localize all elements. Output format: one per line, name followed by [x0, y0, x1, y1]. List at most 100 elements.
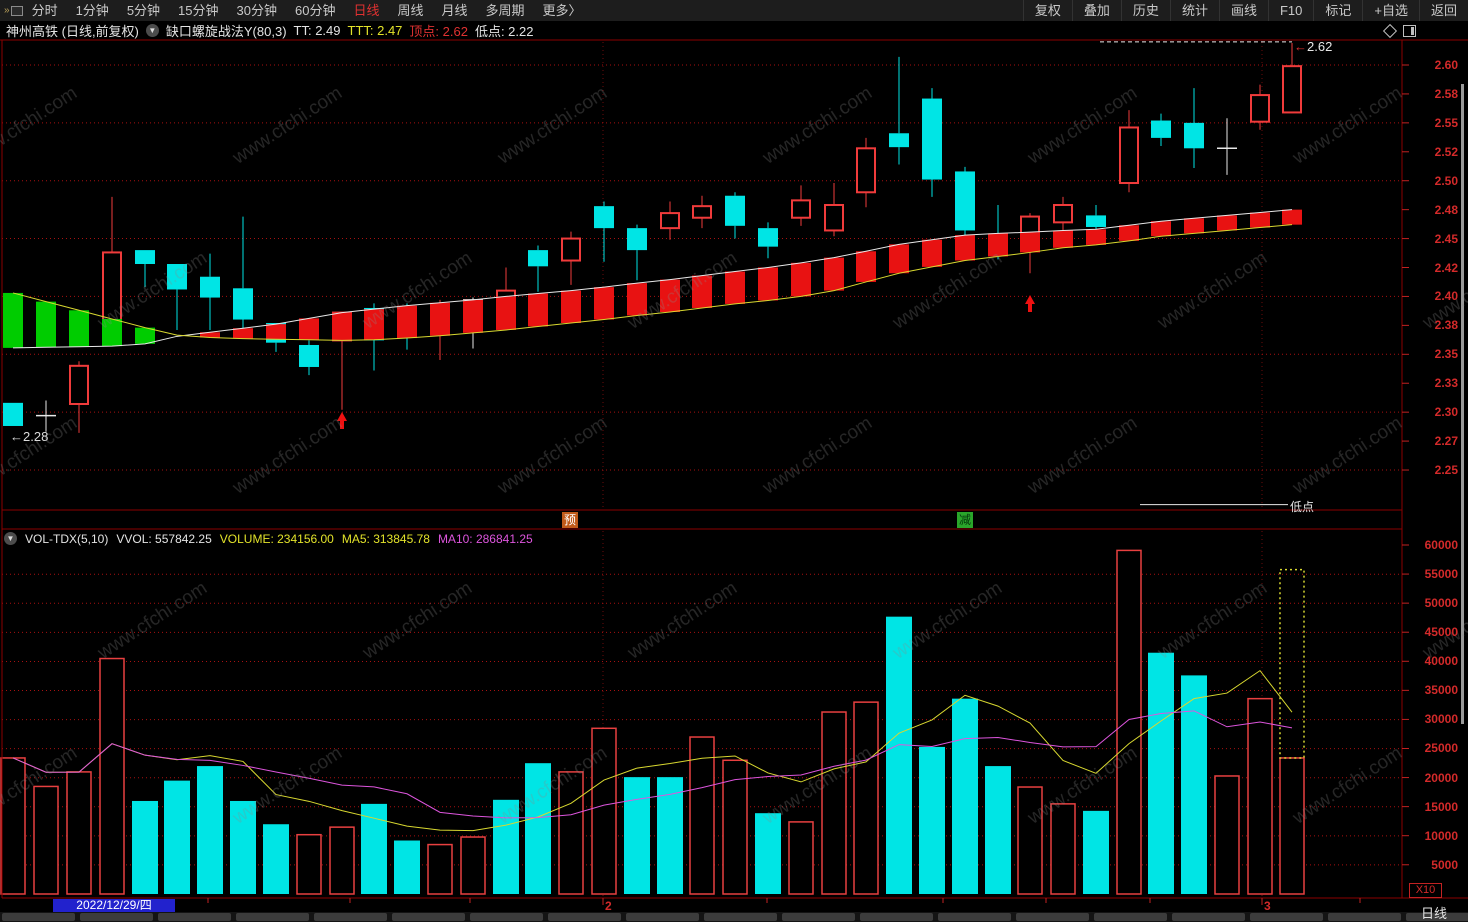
scrollbar-segment — [314, 913, 387, 921]
vol-ma5-line — [12, 669, 1293, 832]
volume-axis-label: 25000 — [1424, 741, 1458, 756]
period-tab-6[interactable]: 日线 — [353, 3, 380, 18]
volume-axis-label: 60000 — [1424, 538, 1458, 552]
volume-axis-label: 15000 — [1424, 799, 1458, 814]
toolbar-action-2[interactable]: 历史 — [1120, 0, 1170, 21]
white-line — [12, 209, 1293, 349]
chevron-down-icon[interactable]: ▼ — [4, 532, 17, 545]
toolbar-action-5[interactable]: F10 — [1267, 0, 1313, 21]
price-axis-label: 2.52 — [1434, 144, 1458, 159]
period-tab-9[interactable]: 多周期 — [485, 3, 525, 18]
period-tabs: 分时 1分钟 5分钟 15分钟 30分钟 60分钟 日线 周线 月线 多周期 更多〉 — [23, 0, 591, 21]
app-arrow-icon: » — [4, 5, 10, 16]
period-tab-5[interactable]: 60分钟 — [294, 3, 336, 18]
scrollbar-segment — [1094, 913, 1167, 921]
side-panel-icon[interactable] — [1403, 25, 1416, 37]
signal-jian: 减 — [957, 512, 973, 528]
price-axis-label: 2.48 — [1434, 202, 1458, 217]
volume-axis-label: 20000 — [1424, 770, 1458, 785]
toolbar-actions: 复权 叠加 历史 统计 画线 F10 标记 +自选 返回 — [1022, 0, 1468, 21]
vol-ma10-line — [12, 710, 1293, 819]
price-axis-label: 2.40 — [1434, 289, 1458, 304]
volume-axis-label: 35000 — [1424, 683, 1458, 698]
volume-axis-label: 50000 — [1424, 596, 1458, 611]
period-tab-1[interactable]: 1分钟 — [75, 3, 109, 18]
price-axis-label: 2.33 — [1434, 376, 1458, 391]
low-point-label: 低点 — [1290, 499, 1315, 514]
ttt-value: TTT: 2.47 — [347, 23, 403, 38]
app-icon[interactable]: » — [4, 5, 23, 16]
diamond-icon[interactable] — [1382, 23, 1398, 39]
price-axis-label: 2.58 — [1434, 86, 1458, 101]
price-axis-label: 2.27 — [1434, 434, 1458, 449]
ma10-value: MA10: 286841.25 — [437, 531, 533, 546]
price-axis-label: 2.42 — [1434, 260, 1458, 275]
volume-header: ▼ VOL-TDX(5,10) VVOL: 557842.25 VOLUME: … — [0, 530, 1404, 547]
scrollbar-segment — [938, 913, 1011, 921]
period-tab-7[interactable]: 周线 — [397, 3, 424, 18]
scrollbar-segment — [704, 913, 777, 921]
indicator-ribbon — [3, 209, 1302, 348]
symbol-title: 神州高铁 (日线,前复权) — [6, 24, 139, 39]
tt-value: TT: 2.49 — [293, 23, 341, 38]
period-tab-2[interactable]: 5分钟 — [126, 3, 161, 18]
volume-axis-label: 5000 — [1431, 857, 1458, 872]
price-annotation: ←2.62 — [1294, 39, 1333, 54]
price-axis-label: 2.50 — [1434, 173, 1458, 188]
month-marker: 2 — [605, 899, 612, 913]
volume-axis-label: 30000 — [1424, 712, 1458, 727]
period-tab-3[interactable]: 15分钟 — [178, 3, 219, 18]
period-tab-0[interactable]: 分时 — [31, 3, 58, 18]
top-value: 顶点: 2.62 — [409, 24, 468, 39]
toolbar-action-8[interactable]: 返回 — [1418, 0, 1468, 21]
vertical-scrollbar — [1461, 84, 1464, 724]
chevron-down-icon[interactable]: ▼ — [145, 24, 159, 37]
scrollbar-segment — [1172, 913, 1245, 921]
scrollbar-segment — [392, 913, 465, 921]
price-axis-label: 2.38 — [1434, 318, 1458, 333]
volume-axis-label: 10000 — [1424, 828, 1458, 843]
toolbar-action-3[interactable]: 统计 — [1169, 0, 1219, 21]
scrollbar-segment — [470, 913, 543, 921]
vvol-value: VVOL: 557842.25 — [116, 531, 212, 546]
price-axis-label: 2.60 — [1434, 58, 1458, 72]
chart-title-bar: 神州高铁 (日线,前复权) ▼ 缺口螺旋战法Y(80,3) TT: 2.49 T… — [0, 21, 1468, 40]
scrollbar-segment — [782, 913, 855, 921]
status-bar: 2022/12/29/四 2 3 — [0, 899, 1468, 913]
toolbar-action-0[interactable]: 复权 — [1022, 0, 1072, 21]
scrollbar-segment — [158, 913, 231, 921]
period-indicator[interactable]: 日线 — [1421, 906, 1448, 921]
month-marker: 3 — [1264, 899, 1271, 913]
period-tab-10[interactable]: 更多〉 — [542, 3, 582, 18]
ma5-value: MA5: 313845.78 — [341, 531, 430, 546]
indicator-title[interactable]: 缺口螺旋战法Y(80,3) — [165, 24, 287, 39]
price-axis-label: 2.30 — [1434, 405, 1458, 420]
low-value: 低点: 2.22 — [474, 24, 534, 39]
date-box[interactable]: 2022/12/29/四 — [53, 899, 175, 912]
vol-indicator-name[interactable]: VOL-TDX(5,10) — [25, 531, 109, 546]
toolbar-action-4[interactable]: 画线 — [1218, 0, 1268, 21]
scrollbar-segment — [548, 913, 621, 921]
volume-axis-label: 45000 — [1424, 625, 1458, 640]
volume-multiplier-badge: X10 — [1409, 883, 1442, 898]
app-screen-icon — [10, 5, 23, 16]
period-tab-4[interactable]: 30分钟 — [236, 3, 277, 18]
toolbar-action-1[interactable]: 叠加 — [1071, 0, 1121, 21]
volume-axis-label: 40000 — [1424, 654, 1458, 669]
scrollbar-segment — [1016, 913, 1089, 921]
toolbar-action-7[interactable]: +自选 — [1362, 0, 1419, 21]
scrollbar-segment — [860, 913, 933, 921]
period-tab-8[interactable]: 月线 — [441, 3, 468, 18]
scrollbar-segment — [2, 913, 75, 921]
scrollbar-segment — [80, 913, 153, 921]
signal-pre: 预 — [562, 512, 578, 528]
price-axis-label: 2.25 — [1434, 463, 1458, 478]
toolbar-action-6[interactable]: 标记 — [1313, 0, 1362, 21]
horizontal-scrollbar[interactable] — [0, 912, 1468, 922]
scrollbar-segment — [236, 913, 309, 921]
scrollbar-segment — [1250, 913, 1323, 921]
volume-axis-label: 55000 — [1424, 567, 1458, 582]
volume-bars — [0, 549, 1305, 895]
